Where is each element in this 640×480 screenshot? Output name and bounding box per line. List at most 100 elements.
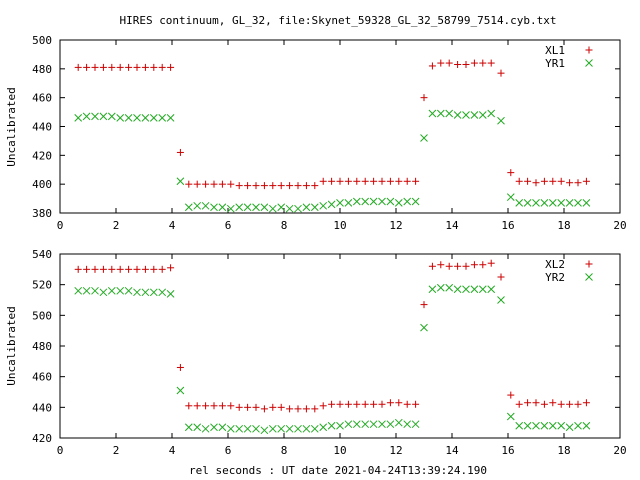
data-point-yr2 — [149, 288, 158, 297]
data-point-xl1 — [108, 63, 116, 71]
data-point-yr1 — [201, 201, 210, 210]
data-point-yr2 — [327, 421, 336, 430]
data-point-yr2 — [478, 285, 487, 294]
y-tick-label: 440 — [32, 121, 52, 134]
data-point-xl2 — [141, 265, 149, 273]
data-point-xl1 — [532, 179, 540, 187]
data-point-yr2 — [394, 418, 403, 427]
data-point-xl2 — [260, 405, 268, 413]
y-tick-label: 520 — [32, 279, 52, 292]
data-point-xl2 — [227, 402, 235, 410]
data-point-yr2 — [310, 424, 319, 433]
data-point-yr2 — [235, 424, 244, 433]
data-point-yr1 — [506, 193, 515, 201]
legend-marker — [585, 46, 593, 54]
data-point-yr1 — [235, 203, 244, 212]
x-tick-label: 0 — [57, 444, 64, 457]
data-point-xl2 — [269, 403, 277, 411]
data-point-xl1 — [91, 63, 99, 71]
x-tick-label: 14 — [445, 219, 459, 232]
data-point-xl2 — [176, 363, 184, 371]
data-point-xl1 — [167, 63, 175, 71]
data-point-yr2 — [352, 420, 361, 429]
data-point-xl2 — [582, 399, 590, 407]
data-point-xl2 — [445, 262, 453, 270]
data-point-xl2 — [487, 259, 495, 267]
y-tick-label: 480 — [32, 340, 52, 353]
data-point-xl1 — [515, 177, 523, 185]
data-point-yr2 — [176, 386, 185, 395]
data-point-yr1 — [420, 134, 428, 142]
data-point-xl2 — [328, 400, 336, 408]
data-point-xl1 — [210, 180, 218, 188]
chart-title: HIRES continuum, GL_32, file:Skynet_5932… — [119, 14, 556, 27]
data-point-xl1 — [116, 63, 124, 71]
data-point-yr2 — [565, 423, 574, 432]
data-point-xl2 — [420, 301, 428, 309]
data-point-xl1 — [462, 61, 470, 69]
data-point-yr2 — [285, 424, 294, 433]
data-point-yr1 — [361, 197, 370, 206]
data-point-xl1 — [227, 180, 235, 188]
data-point-yr1 — [336, 199, 344, 207]
data-point-xl1 — [125, 63, 133, 71]
x-tick-label: 6 — [225, 444, 232, 457]
data-point-yr2 — [107, 286, 116, 295]
data-point-xl2 — [83, 265, 91, 273]
data-point-yr1 — [124, 113, 133, 122]
data-point-xl1 — [235, 182, 243, 190]
data-point-yr2 — [294, 424, 302, 433]
data-point-xl2 — [116, 265, 124, 273]
data-point-yr2 — [210, 423, 218, 432]
data-point-xl1 — [479, 59, 487, 67]
data-point-yr2 — [420, 323, 428, 332]
y-tick-label: 400 — [32, 178, 52, 191]
data-point-xl2 — [437, 261, 445, 269]
data-point-yr1 — [369, 197, 378, 206]
data-point-yr1 — [310, 203, 319, 212]
x-tick-label: 4 — [169, 219, 176, 232]
data-point-yr1 — [74, 113, 83, 122]
data-point-yr1 — [532, 199, 540, 207]
data-point-xl1 — [218, 180, 226, 188]
data-point-yr2 — [82, 286, 91, 295]
data-point-xl2 — [353, 400, 361, 408]
x-tick-label: 6 — [225, 219, 232, 232]
data-point-yr1 — [386, 197, 395, 206]
data-point-yr1 — [277, 203, 286, 212]
y-tick-label: 500 — [32, 34, 52, 47]
data-point-yr2 — [74, 286, 83, 295]
data-point-yr1 — [394, 199, 403, 207]
data-point-yr1 — [378, 197, 386, 206]
data-point-yr1 — [243, 203, 252, 212]
legend-marker — [585, 59, 593, 67]
data-point-xl2 — [235, 403, 243, 411]
data-point-xl1 — [361, 177, 369, 185]
x-tick-label: 10 — [333, 444, 346, 457]
data-point-xl1 — [428, 62, 436, 70]
data-point-xl2 — [454, 262, 462, 270]
top-panel: 0 2 4 6 8 10 12 14 16 18 20 380 400 420 440 460 480 500 Un… — [5, 34, 627, 232]
data-point-yr2 — [497, 296, 505, 304]
data-point-yr2 — [540, 421, 549, 430]
data-point-yr2 — [201, 424, 210, 433]
data-point-yr1 — [166, 113, 175, 122]
data-point-xl2 — [524, 399, 532, 407]
data-point-xl1 — [582, 177, 590, 185]
data-point-yr2 — [369, 420, 378, 429]
data-point-xl1 — [150, 63, 158, 71]
data-point-xl2 — [193, 402, 201, 410]
x-tick-label: 10 — [333, 219, 346, 232]
data-point-yr2 — [428, 285, 437, 294]
data-point-xl1 — [454, 61, 462, 69]
data-point-yr1 — [565, 199, 574, 207]
data-point-yr1 — [302, 203, 311, 212]
y-tick-label: 380 — [32, 207, 52, 220]
data-point-yr2 — [158, 288, 167, 297]
data-point-xl2 — [91, 265, 99, 273]
data-point-xl2 — [336, 400, 344, 408]
data-point-yr1 — [149, 113, 158, 122]
data-point-yr1 — [557, 199, 566, 207]
data-point-xl1 — [302, 182, 310, 190]
